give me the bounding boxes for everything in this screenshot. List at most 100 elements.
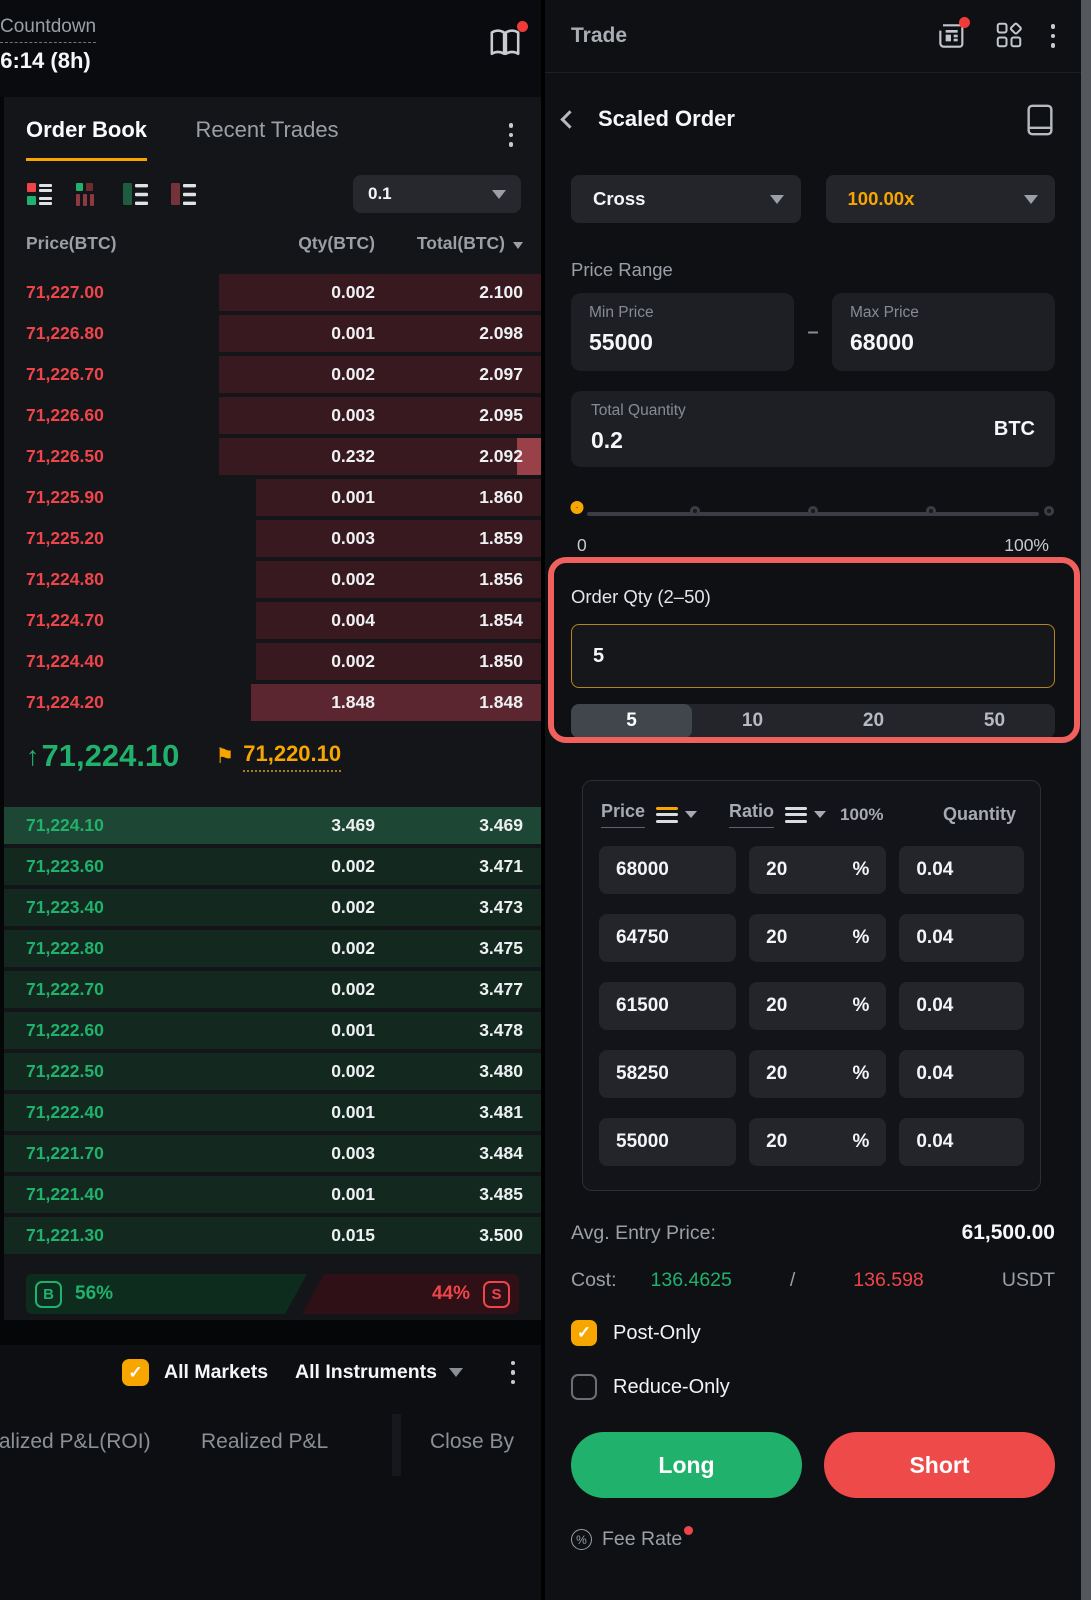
price-cell: 71,222.80 bbox=[26, 938, 104, 958]
ladder-price-input[interactable]: 64750 bbox=[599, 914, 737, 962]
tab-realized-pnl[interactable]: Realized P&L bbox=[201, 1430, 329, 1453]
short-button[interactable]: Short bbox=[824, 1432, 1055, 1498]
slider-handle[interactable] bbox=[570, 501, 584, 514]
ladder-ratio-input[interactable]: 20% bbox=[749, 1050, 887, 1098]
chevron-down-icon[interactable] bbox=[814, 811, 827, 818]
depth-bar bbox=[4, 1135, 541, 1172]
order-book-column-headers: Price(BTC) Qty(BTC) Total(BTC) bbox=[4, 213, 541, 254]
slider-tick[interactable] bbox=[1044, 506, 1054, 516]
order-book-row[interactable]: 71,224.20 1.848 1.848 bbox=[4, 684, 541, 721]
order-book-row[interactable]: 71,221.30 0.015 3.500 bbox=[4, 1217, 541, 1254]
trade-menu-button[interactable] bbox=[1050, 24, 1055, 48]
all-markets-checkbox[interactable]: ✓ bbox=[122, 1359, 149, 1386]
depth-bar bbox=[4, 848, 541, 885]
order-book-row[interactable]: 71,225.90 0.001 1.860 bbox=[4, 479, 541, 516]
order-book-row[interactable]: 71,226.70 0.002 2.097 bbox=[4, 356, 541, 393]
min-price-field[interactable]: Min Price 55000 bbox=[571, 293, 794, 371]
back-chevron-icon[interactable] bbox=[560, 109, 579, 129]
order-book-row[interactable]: 71,221.40 0.001 3.485 bbox=[4, 1176, 541, 1213]
ladder-ratio-input[interactable]: 20% bbox=[749, 914, 887, 962]
ladder-qty-input[interactable]: 0.04 bbox=[899, 846, 1024, 894]
chevron-down-icon[interactable] bbox=[685, 811, 698, 818]
ladder-price-input[interactable]: 58250 bbox=[599, 1050, 737, 1098]
leverage-select[interactable]: 100.00x bbox=[825, 175, 1055, 223]
order-qty-preset-button[interactable]: 50 bbox=[934, 704, 1055, 738]
ladder-qty-input[interactable]: 0.04 bbox=[899, 1118, 1024, 1166]
depth-bar bbox=[4, 807, 541, 844]
slider-tick[interactable] bbox=[808, 506, 818, 516]
price-grouping-select[interactable]: 0.1 bbox=[353, 175, 521, 213]
mark-price[interactable]: 71,220.10 bbox=[243, 741, 342, 772]
order-book-row[interactable]: 71,222.60 0.001 3.478 bbox=[4, 1012, 541, 1049]
ladder-ratio-input[interactable]: 20% bbox=[749, 846, 887, 894]
tab-recent-trades[interactable]: Recent Trades bbox=[195, 117, 339, 142]
order-book-row[interactable]: 71,224.70 0.004 1.854 bbox=[4, 602, 541, 639]
news-button[interactable] bbox=[935, 17, 970, 52]
order-qty-input[interactable]: 5 bbox=[571, 624, 1055, 688]
ladder-qty-input[interactable]: 0.04 bbox=[899, 1050, 1024, 1098]
margin-mode-select[interactable]: Cross bbox=[571, 175, 801, 223]
order-book-row[interactable]: 71,224.40 0.002 1.850 bbox=[4, 643, 541, 680]
order-book-row[interactable]: 71,227.00 0.002 2.100 bbox=[4, 274, 541, 311]
tab-close-by[interactable]: Close By bbox=[430, 1430, 515, 1453]
order-qty-preset-button[interactable]: 5 bbox=[571, 704, 692, 738]
order-book-row[interactable]: 71,226.80 0.001 2.098 bbox=[4, 315, 541, 352]
orderbook-guide-button[interactable] bbox=[485, 21, 528, 64]
order-qty-preset-button[interactable]: 20 bbox=[813, 704, 934, 738]
view-depth-bars-icon[interactable] bbox=[74, 181, 101, 208]
widgets-button[interactable] bbox=[994, 20, 1024, 52]
view-asks-only-icon[interactable] bbox=[170, 181, 197, 208]
order-book-row[interactable]: 71,221.70 0.003 3.484 bbox=[4, 1135, 541, 1172]
tab-realized-pnl-roi[interactable]: Realized P&L(ROI) bbox=[0, 1430, 151, 1453]
ladder-price-input[interactable]: 68000 bbox=[599, 846, 737, 894]
qty-cell: 3.469 bbox=[331, 815, 375, 835]
ladder-qty-input[interactable]: 0.04 bbox=[899, 914, 1024, 962]
leverage-value: 100.00x bbox=[847, 188, 915, 209]
total-quantity-field[interactable]: Total Quantity 0.2 BTC bbox=[571, 391, 1055, 467]
buy-ratio-fill bbox=[26, 1274, 307, 1314]
last-price[interactable]: 71,224.10 bbox=[41, 738, 180, 773]
ladder-ratio-input[interactable]: 20% bbox=[749, 1118, 887, 1166]
order-book-row[interactable]: 71,223.40 0.002 3.473 bbox=[4, 889, 541, 926]
order-book-row[interactable]: 71,226.60 0.003 2.095 bbox=[4, 397, 541, 434]
ladder-price-header[interactable]: Price bbox=[601, 801, 646, 828]
order-book-row[interactable]: 71,222.40 0.001 3.481 bbox=[4, 1094, 541, 1131]
order-qty-preset-button[interactable]: 10 bbox=[692, 704, 813, 738]
reduce-only-checkbox[interactable] bbox=[571, 1374, 597, 1400]
ladder-ratio-input[interactable]: 20% bbox=[749, 982, 887, 1030]
long-button[interactable]: Long bbox=[571, 1432, 802, 1498]
price-distribution-icon[interactable] bbox=[656, 806, 679, 823]
filters-menu-button[interactable] bbox=[510, 1360, 515, 1385]
order-book-menu-button[interactable] bbox=[508, 123, 513, 147]
order-book-row[interactable]: 71,224.10 3.469 3.469 bbox=[4, 807, 541, 844]
view-bids-only-icon[interactable] bbox=[122, 181, 149, 208]
column-total[interactable]: Total(BTC) bbox=[375, 233, 523, 254]
ladder-qty-input[interactable]: 0.04 bbox=[899, 982, 1024, 1030]
ratio-distribution-icon[interactable] bbox=[785, 806, 808, 823]
max-price-field[interactable]: Max Price 68000 bbox=[832, 293, 1055, 371]
order-book-row[interactable]: 71,224.80 0.002 1.856 bbox=[4, 561, 541, 598]
order-book-toggle-button[interactable] bbox=[1025, 103, 1055, 136]
tab-order-book[interactable]: Order Book bbox=[26, 117, 148, 161]
all-instruments-select[interactable]: All Instruments bbox=[295, 1361, 437, 1383]
min-price-label: Min Price bbox=[589, 304, 654, 321]
ladder-ratio-header[interactable]: Ratio bbox=[729, 801, 775, 828]
last-price-row: ↑ 71,224.10 ⚑ 71,220.10 bbox=[4, 725, 541, 787]
slider-tick[interactable] bbox=[690, 506, 700, 516]
order-book-row[interactable]: 71,226.50 0.232 2.092 bbox=[4, 438, 541, 475]
ladder-price-input[interactable]: 61500 bbox=[599, 982, 737, 1030]
fee-rate-label[interactable]: Fee Rate bbox=[602, 1528, 683, 1550]
order-book-row[interactable]: 71,222.50 0.002 3.480 bbox=[4, 1053, 541, 1090]
page-scrollbar[interactable] bbox=[1081, 0, 1091, 1600]
ladder-price-input[interactable]: 55000 bbox=[599, 1118, 737, 1166]
order-book-row[interactable]: 71,223.60 0.002 3.471 bbox=[4, 848, 541, 885]
slider-tick[interactable] bbox=[926, 506, 936, 516]
order-book-row[interactable]: 71,222.70 0.002 3.477 bbox=[4, 971, 541, 1008]
qty-cell: 0.002 bbox=[331, 282, 375, 302]
order-qty-presets: 5 10 20 50 bbox=[571, 704, 1055, 738]
order-book-row[interactable]: 71,222.80 0.002 3.475 bbox=[4, 930, 541, 967]
quantity-slider[interactable] bbox=[570, 501, 1054, 527]
view-both-sides-icon[interactable] bbox=[26, 181, 53, 208]
order-book-row[interactable]: 71,225.20 0.003 1.859 bbox=[4, 520, 541, 557]
post-only-checkbox[interactable]: ✓ bbox=[571, 1320, 597, 1346]
